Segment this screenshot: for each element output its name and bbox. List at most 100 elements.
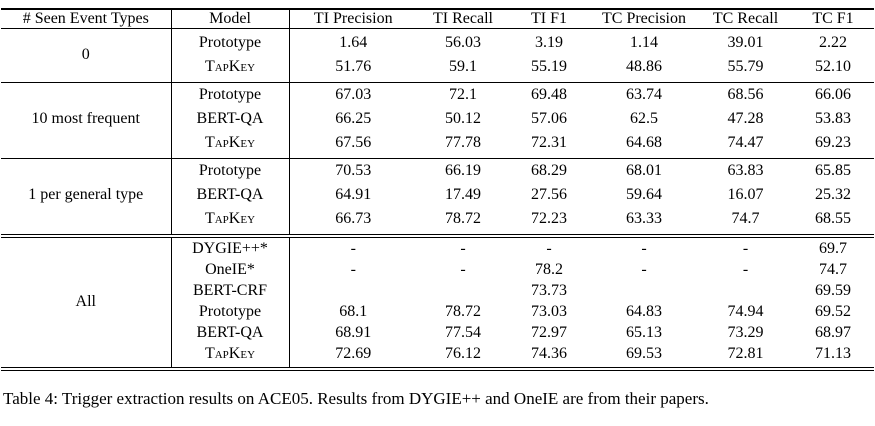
metric-value-cell: 39.01 xyxy=(727,34,764,51)
metric-value-cell: 69.53 xyxy=(626,345,662,362)
metric-value-cell: 27.56 xyxy=(531,186,567,203)
table-row: OneIE* - - 78.2 - - 74.7 xyxy=(1,259,874,280)
header-cell: TC Precision xyxy=(589,9,699,29)
metric-value-cell: 74.47 xyxy=(727,134,764,151)
metric-value-cell: 73.29 xyxy=(727,324,764,341)
model-name-cell: TapKey xyxy=(171,207,290,236)
header-cell: Model xyxy=(171,9,290,29)
metric-value-cell: 68.29 xyxy=(509,158,589,183)
metric-value-cell: 51.76 xyxy=(335,58,372,75)
table-row: BERT-QA 68.91 77.54 72.97 65.13 73.29 68.97 xyxy=(1,322,874,343)
model-name-cell: BERT-QA xyxy=(171,322,290,343)
metric-value-cell: 56.03 xyxy=(445,34,481,51)
metric-value-cell: 74.7 xyxy=(819,261,847,278)
model-name-cell: Prototype xyxy=(171,28,290,55)
metric-value-cell: 72.31 xyxy=(531,134,567,151)
metric-value-cell xyxy=(699,280,792,301)
metric-value-cell: 55.79 xyxy=(727,58,764,75)
metric-value-cell: 17.49 xyxy=(445,186,481,203)
table-header-row: # Seen Event Types Model TI Precision TI Re… xyxy=(1,9,874,29)
metric-value-cell: 65.13 xyxy=(626,324,662,341)
metric-value-cell: 70.53 xyxy=(289,158,417,183)
metric-value-cell: 68.1 xyxy=(339,303,368,320)
metric-value-cell: 1.64 xyxy=(339,34,368,51)
metric-value-cell: 68.01 xyxy=(589,158,699,183)
metric-value-cell: 69.7 xyxy=(792,234,874,259)
model-name-cell: BERT-CRF xyxy=(171,280,290,301)
header-cell: TI Precision xyxy=(289,9,417,29)
metric-value-cell: 73.03 xyxy=(531,303,567,320)
group-label-cell: All xyxy=(1,234,172,369)
model-name-cell: TapKey xyxy=(171,131,290,159)
metric-value-cell: 25.32 xyxy=(815,186,851,203)
header-cell: TI Recall xyxy=(417,9,509,29)
results-table-body: 0 Prototype 1.64 56.03 3.19 1.14 39.01 2.22 TapK… xyxy=(1,28,874,369)
metric-value-cell: 64.68 xyxy=(626,134,662,151)
model-name-cell: OneIE* xyxy=(171,259,290,280)
metric-value-cell: - xyxy=(589,234,699,259)
table-row: TapKey 67.56 77.78 72.31 64.68 74.47 69.23 xyxy=(1,131,874,159)
metric-value-cell: - xyxy=(641,261,647,278)
metric-value-cell: 77.54 xyxy=(445,324,481,341)
table-row: 10 most frequent Prototype 67.03 72.1 69.48 6… xyxy=(1,82,874,159)
metric-value-cell: 55.19 xyxy=(531,58,567,75)
metric-value-cell: 67.56 xyxy=(335,134,372,151)
metric-value-cell: 73.73 xyxy=(531,282,567,299)
metric-value-cell xyxy=(289,280,417,301)
metric-value-cell: 57.06 xyxy=(531,110,567,127)
metric-value-cell: 69.59 xyxy=(815,282,851,299)
metric-value-cell: 66.73 xyxy=(335,210,372,227)
metric-value-cell: - xyxy=(350,261,356,278)
header-cell: TC Recall xyxy=(699,9,792,29)
table-row: All DYGIE++* - - - - -69.7 xyxy=(1,234,874,369)
table-row: TapKey 51.76 59.1 55.19 48.86 55.79 52.10 xyxy=(1,55,874,83)
table-caption: Table 4: Trigger extraction results on A… xyxy=(3,389,709,408)
metric-value-cell: 2.22 xyxy=(819,34,847,51)
metric-value-cell: 48.86 xyxy=(626,58,662,75)
metric-value-cell: 74.36 xyxy=(531,345,567,362)
group-label-cell: 10 most frequent xyxy=(1,82,172,159)
table-row: BERT-CRF 73.73 69.59 xyxy=(1,280,874,301)
table-row: TapKey 72.69 76.12 74.36 69.53 72.81 71.13 xyxy=(1,343,874,369)
metric-value-cell: 71.13 xyxy=(815,345,851,362)
metric-value-cell: 1.14 xyxy=(630,34,658,51)
metric-value-cell: 74.94 xyxy=(727,303,764,320)
model-name-cell: BERT-QA xyxy=(171,183,290,207)
model-name-cell: Prototype xyxy=(171,82,290,107)
metric-value-cell: 59.64 xyxy=(626,186,662,203)
metric-value-cell: 69.52 xyxy=(815,303,851,320)
metric-value-cell: 50.12 xyxy=(445,110,481,127)
metric-value-cell: 68.55 xyxy=(815,210,851,227)
metric-value-cell: 68.97 xyxy=(815,324,851,341)
metric-value-cell: 69.48 xyxy=(509,82,589,107)
metric-value-cell: 68.91 xyxy=(335,324,372,341)
metric-value-cell: 76.12 xyxy=(445,345,481,362)
metric-value-cell: 68.56 xyxy=(699,82,792,107)
metric-value-cell: 52.10 xyxy=(815,58,851,75)
metric-value-cell: 53.83 xyxy=(815,110,851,127)
metric-value-cell: 62.5 xyxy=(630,110,658,127)
header-cell: # Seen Event Types xyxy=(1,9,172,29)
page: # Seen Event Types Model TI Precision TI Re… xyxy=(1,8,874,408)
metric-value-cell: 78.2 xyxy=(535,261,563,278)
model-name-cell: Prototype xyxy=(171,158,290,183)
metric-value-cell: 47.28 xyxy=(727,110,764,127)
results-table: # Seen Event Types Model TI Precision TI Re… xyxy=(1,8,874,371)
metric-value-cell: 78.72 xyxy=(445,303,481,320)
metric-value-cell: - xyxy=(509,234,589,259)
model-name-cell: Prototype xyxy=(171,301,290,322)
metric-value-cell: 64.83 xyxy=(626,303,662,320)
metric-value-cell: - xyxy=(417,234,509,259)
metric-value-cell xyxy=(417,280,509,301)
metric-value-cell: - xyxy=(699,234,792,259)
table-row: BERT-QA 66.25 50.12 57.06 62.5 47.28 53.83 xyxy=(1,107,874,131)
metric-value-cell: 65.85 xyxy=(792,158,874,183)
metric-value-cell: - xyxy=(460,261,466,278)
metric-value-cell: 72.81 xyxy=(727,345,764,362)
metric-value-cell: 66.25 xyxy=(335,110,372,127)
model-name-cell: BERT-QA xyxy=(171,107,290,131)
header-cell: TI F1 xyxy=(509,9,589,29)
metric-value-cell xyxy=(589,280,699,301)
model-name-cell: TapKey xyxy=(171,55,290,83)
metric-value-cell: 72.1 xyxy=(417,82,509,107)
